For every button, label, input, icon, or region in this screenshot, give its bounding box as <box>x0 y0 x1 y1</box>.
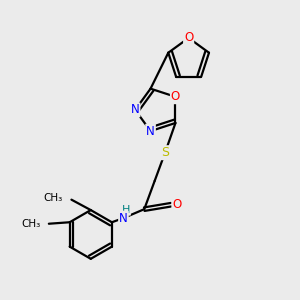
Text: H: H <box>122 205 130 215</box>
Text: N: N <box>119 212 128 225</box>
Text: O: O <box>184 32 193 44</box>
Text: CH₃: CH₃ <box>21 219 40 229</box>
Text: N: N <box>146 124 155 138</box>
Text: O: O <box>171 90 180 103</box>
Text: S: S <box>161 146 169 159</box>
Text: N: N <box>131 103 140 116</box>
Text: O: O <box>172 198 182 211</box>
Text: CH₃: CH₃ <box>44 193 63 203</box>
